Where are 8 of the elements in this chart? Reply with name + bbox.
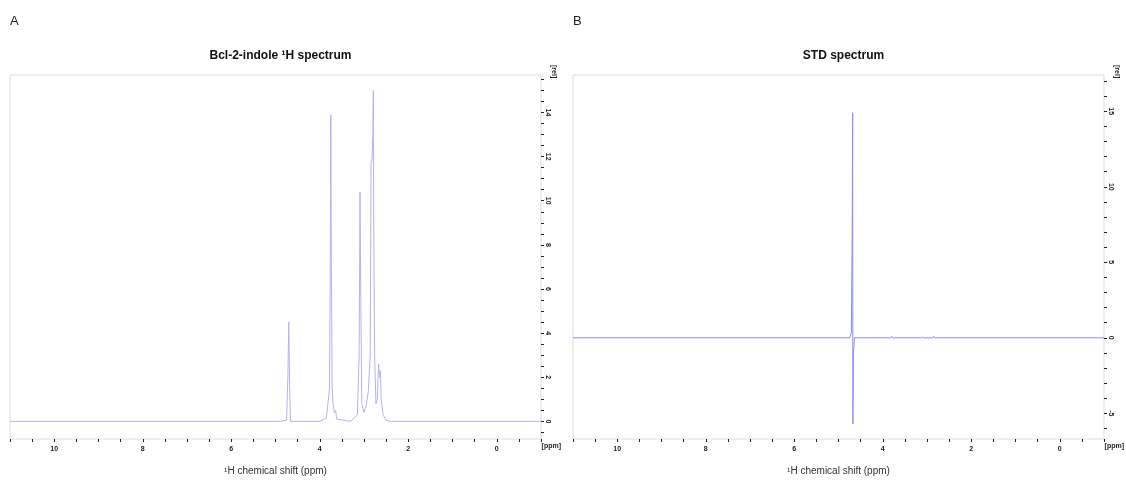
- x-axis-title: ¹H chemical shift (ppm): [787, 464, 890, 476]
- line-series: [9, 89, 542, 422]
- chart-title: STD spectrum: [802, 48, 885, 62]
- chart-title: Bcl-2-indole ¹H spectrum: [209, 48, 352, 62]
- text: B: [573, 13, 582, 28]
- text: A: [10, 13, 19, 28]
- line-series: [572, 112, 1105, 425]
- x-axis-title: ¹H chemical shift (ppm): [224, 464, 327, 476]
